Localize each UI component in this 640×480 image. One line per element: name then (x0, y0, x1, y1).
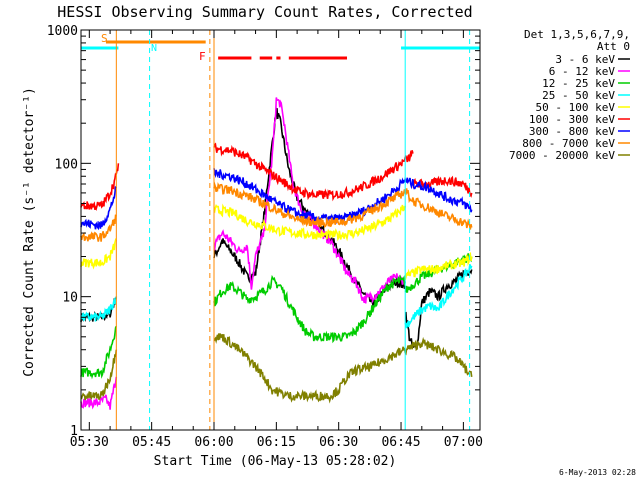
series-layer (80, 97, 473, 410)
series-7-segment-1 (80, 186, 118, 231)
y-tick-label-1: 1 (70, 424, 78, 439)
series-6 (80, 142, 473, 212)
flag-layer (81, 40, 480, 60)
series-5 (80, 203, 473, 281)
y-tick-label-3: 100 (55, 157, 78, 172)
x-tick-label-7: 07:00 (444, 435, 483, 450)
x-axis-label: Start Time (06-May-13 05:28:02) (154, 454, 397, 469)
series-3-segment-1 (80, 325, 118, 380)
series-9-segment-2 (213, 333, 473, 404)
series-5-segment-1 (80, 237, 118, 270)
series-5-segment-2 (213, 203, 406, 242)
legend-item-label-3: 12 - 25 keV (542, 77, 615, 90)
x-tick-label-6: 06:45 (381, 435, 420, 450)
series-5-segment-3 (404, 251, 473, 281)
legend-item-label-8: 800 - 7000 keV (522, 137, 615, 150)
legend-item-label-2: 6 - 12 keV (549, 65, 616, 78)
x-axis: 05:30 05:45 06:00 06:15 06:30 06:45 07:00 (70, 30, 483, 450)
series-8 (80, 181, 473, 242)
legend-item-label-6: 100 - 300 keV (529, 113, 615, 126)
series-8-segment-2 (213, 181, 473, 230)
footer-date: 6-May-2013 02:28 (559, 468, 636, 477)
night-flag-label: N (151, 43, 157, 54)
series-9 (80, 333, 473, 404)
legend-item-label-7: 300 - 800 keV (529, 125, 615, 138)
legend-item-label-4: 25 - 50 keV (542, 89, 615, 102)
series-9-segment-1 (80, 349, 118, 401)
x-tick-label-1: 05:30 (70, 435, 109, 450)
x-tick-label-3: 06:00 (194, 435, 233, 450)
legend-title-line-1: Det 1,3,5,6,7,9, (524, 28, 630, 41)
plot-frame (80, 29, 481, 431)
saa-flag-label: S (101, 32, 108, 45)
legend-title-line-2: Att 0 (597, 40, 630, 53)
marker-layer (115, 30, 471, 430)
y-axis: 1 10 100 1000 (47, 24, 480, 439)
legend-item-label-1: 3 - 6 keV (555, 53, 615, 66)
x-tick-label-5: 06:30 (319, 435, 358, 450)
series-8-segment-1 (80, 214, 118, 242)
series-3-segment-2 (213, 274, 406, 344)
series-6-segment-1 (80, 163, 120, 212)
series-4-segment-1 (80, 296, 118, 322)
x-tick-label-2: 05:45 (132, 435, 171, 450)
series-6-segment-3 (412, 175, 473, 198)
series-2 (80, 97, 406, 410)
y-tick-label-2: 10 (62, 291, 78, 306)
series-6-segment-2 (213, 142, 414, 202)
legend-item-label-5: 50 - 100 keV (536, 101, 616, 114)
y-axis-label: Corrected Count Rate (s⁻¹ detector⁻¹) (22, 87, 37, 377)
legend-item-label-9: 7000 - 20000 keV (509, 149, 615, 162)
chart-title: HESSI Observing Summary Count Rates, Cor… (57, 3, 472, 21)
series-4 (80, 263, 473, 329)
flare-flag-label: F (199, 50, 206, 63)
series-2-segment-1 (80, 376, 118, 410)
y-tick-label-4: 1000 (47, 24, 78, 39)
series-4-segment-2 (404, 263, 473, 329)
x-tick-label-4: 06:15 (257, 435, 296, 450)
